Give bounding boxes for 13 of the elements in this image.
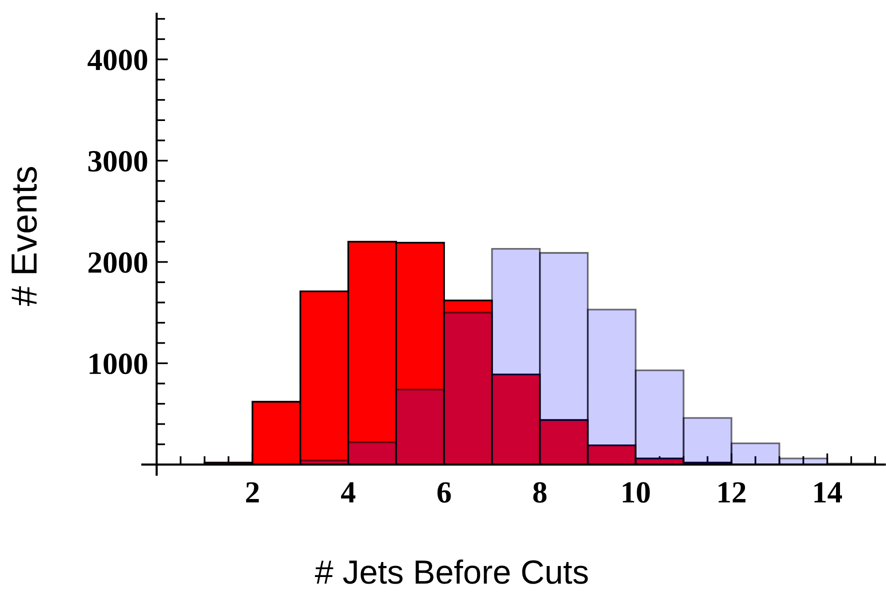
x-tick-label: 12 xyxy=(718,482,746,502)
y-tick-label: 4000 xyxy=(88,50,148,70)
x-tick-label: 6 xyxy=(437,482,451,503)
x-tick-label: 8 xyxy=(533,482,546,503)
x-tick-label: 2 xyxy=(246,482,259,502)
y-tick-label: 2000 xyxy=(88,252,148,273)
x-tick-label: 10 xyxy=(622,482,650,503)
x-axis-title: # Jets Before Cuts xyxy=(314,559,588,584)
x-tick-label: 4 xyxy=(341,482,356,502)
x-tick-label: 14 xyxy=(814,482,842,502)
y-axis-title: # Events xyxy=(12,166,37,306)
y-tick-label: 3000 xyxy=(88,150,148,172)
y-tick-label: 1000 xyxy=(90,354,148,374)
